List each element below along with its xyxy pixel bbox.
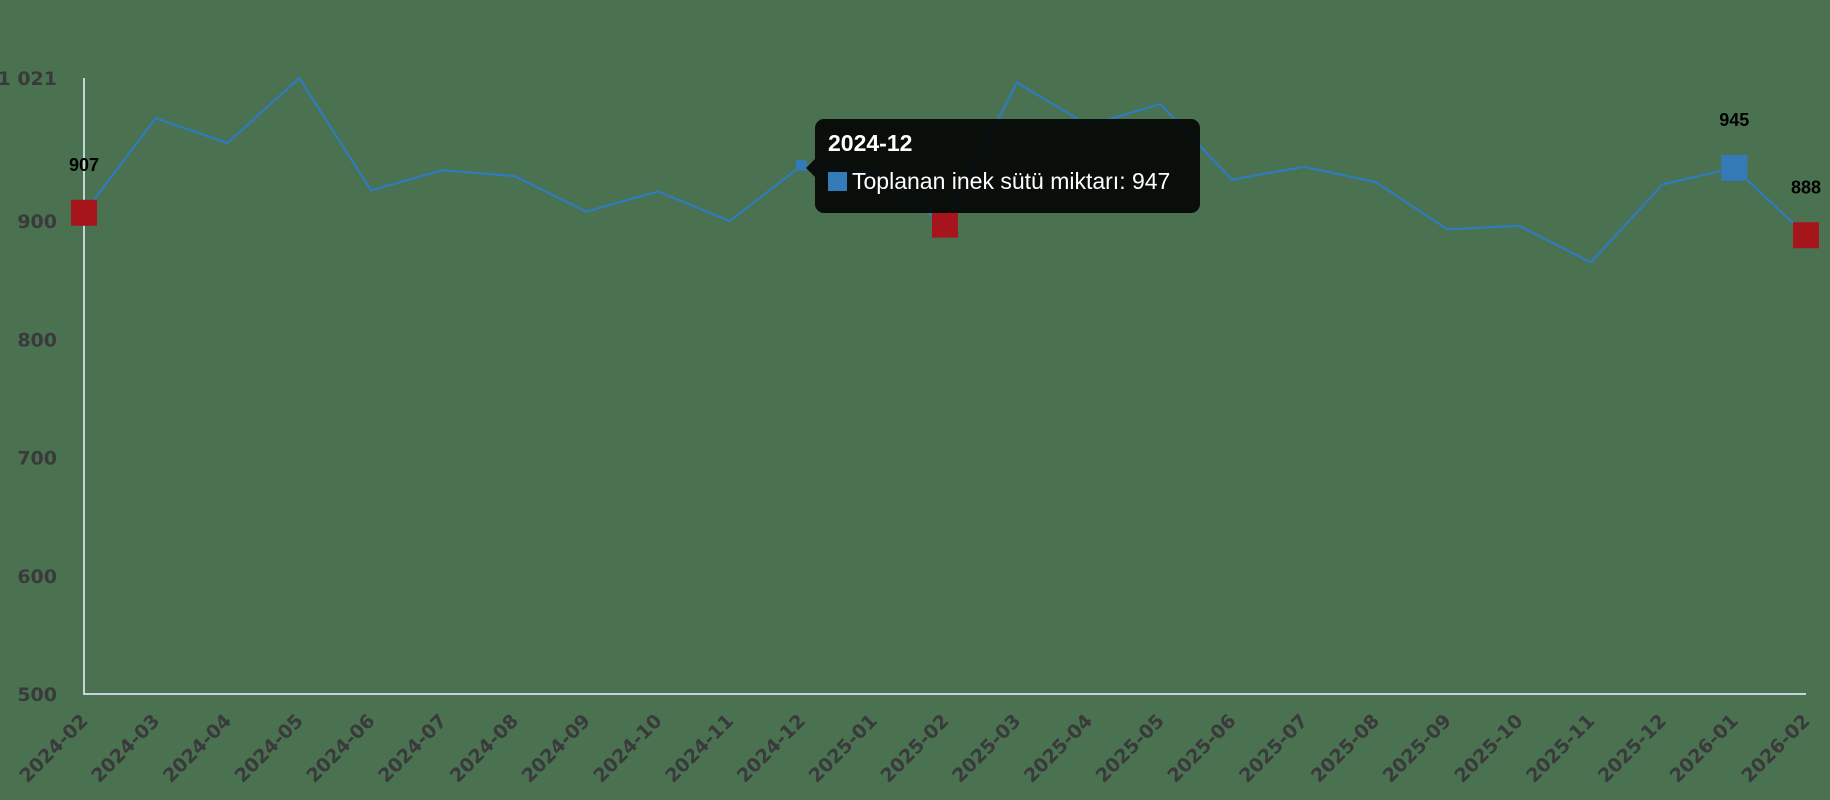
x-tick-label: 2025-01 xyxy=(805,710,882,787)
x-tick-label: 2024-09 xyxy=(518,710,595,787)
y-tick-label: 500 xyxy=(17,684,57,706)
x-tick-label: 2024-02 xyxy=(15,710,92,787)
x-tick-label: 2025-12 xyxy=(1594,710,1671,787)
y-axis-ticks: 1 021 900 800 700 600 500 xyxy=(0,68,57,706)
x-tick-label: 2025-06 xyxy=(1163,710,1240,787)
data-point-label: 907 xyxy=(69,155,99,175)
y-tick-label: 800 xyxy=(17,329,57,351)
red-square-marker-icon[interactable] xyxy=(1793,222,1819,249)
x-tick-label: 2024-08 xyxy=(446,710,523,787)
x-tick-label: 2024-11 xyxy=(661,710,738,787)
tooltip-title: 2024-12 xyxy=(828,130,913,156)
x-tick-label: 2025-05 xyxy=(1092,710,1169,787)
x-tick-label: 2025-08 xyxy=(1307,710,1384,787)
x-axis-ticks: 2024-022024-032024-042024-052024-062024-… xyxy=(15,710,1814,787)
x-tick-label: 2025-04 xyxy=(1020,710,1097,787)
blue-square-marker-icon[interactable] xyxy=(796,159,807,171)
y-tick-label: 900 xyxy=(17,211,57,233)
x-tick-label: 2024-10 xyxy=(589,710,666,787)
x-tick-label: 2024-07 xyxy=(374,710,451,787)
y-tick-label: 600 xyxy=(17,566,57,588)
x-tick-label: 2025-10 xyxy=(1450,710,1527,787)
red-square-marker-icon[interactable] xyxy=(932,211,958,238)
x-tick-label: 2025-07 xyxy=(1235,710,1312,787)
blue-square-marker-icon[interactable] xyxy=(1721,154,1748,181)
data-point-label: 888 xyxy=(1791,177,1821,197)
y-tick-label: 1 021 xyxy=(0,68,57,90)
x-tick-label: 2026-02 xyxy=(1737,710,1814,787)
tooltip-text: Toplanan inek sütü miktarı: 947 xyxy=(852,168,1171,194)
x-tick-label: 2024-05 xyxy=(231,710,308,787)
data-markers xyxy=(71,154,1819,249)
x-tick-label: 2025-03 xyxy=(948,710,1025,787)
x-tick-label: 2024-04 xyxy=(159,710,236,787)
data-point-label: 945 xyxy=(1719,110,1749,130)
x-tick-label: 2025-09 xyxy=(1379,710,1456,787)
y-tick-label: 700 xyxy=(17,448,57,470)
tooltip-row: Toplanan inek sütü miktarı: 947 xyxy=(828,167,1188,195)
tooltip: 2024-12 Toplanan inek sütü miktarı: 947 xyxy=(806,119,1200,213)
x-tick-label: 2024-12 xyxy=(733,710,810,787)
series-swatch-icon xyxy=(828,171,847,191)
x-tick-label: 2025-02 xyxy=(876,710,953,787)
red-square-marker-icon[interactable] xyxy=(71,199,97,226)
data-labels: 907 945 888 xyxy=(69,110,1821,197)
x-tick-label: 2024-03 xyxy=(87,710,164,787)
x-tick-label: 2026-01 xyxy=(1666,710,1743,787)
x-tick-label: 2024-06 xyxy=(302,710,379,787)
x-tick-label: 2025-11 xyxy=(1522,710,1599,787)
